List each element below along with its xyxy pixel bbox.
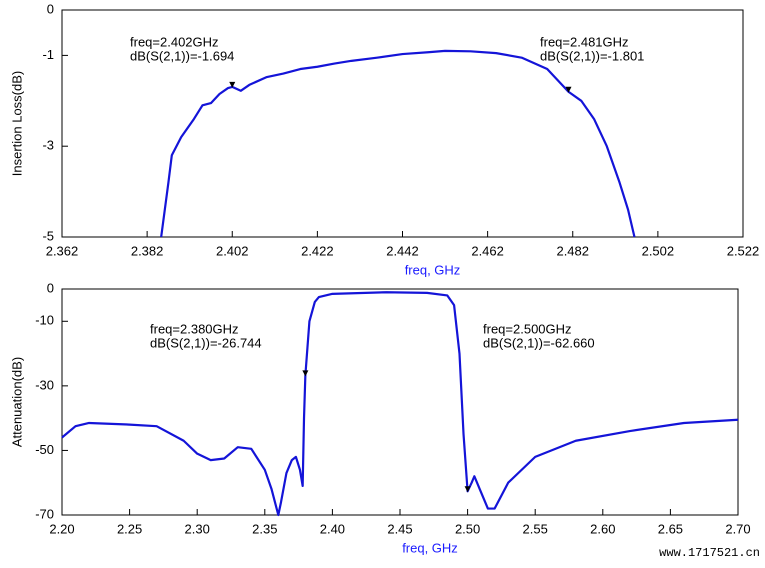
marker [464,486,471,493]
x-tick-label: 2.402 [216,243,249,258]
x-tick-label: 2.70 [725,521,750,536]
y-tick-label: -10 [35,313,54,328]
x-tick-label: 2.50 [455,521,480,536]
marker [229,81,236,88]
annotation-text: dB(S(2,1))=-1.801 [540,48,644,63]
y-tick-label: 0 [47,1,54,16]
x-tick-label: 2.482 [556,243,589,258]
y-tick-label: -1 [42,47,54,62]
y-axis-title: Insertion Loss(dB) [9,71,24,177]
x-tick-label: 2.382 [131,243,164,258]
annotation-text: freq=2.500GHz [483,321,572,336]
series-line [61,291,739,517]
y-tick-label: -50 [35,442,54,457]
y-tick-label: 0 [47,280,54,295]
annotation-text: freq=2.380GHz [150,321,239,336]
marker [565,86,572,93]
x-tick-label: 2.422 [301,243,334,258]
x-tick-label: 2.362 [46,243,79,258]
annotation-text: dB(S(2,1))=-26.744 [150,335,262,350]
x-tick-label: 2.20 [49,521,74,536]
series-line [160,49,636,238]
watermark: www.1717521.cn [659,546,760,560]
x-axis-title: freq, GHz [405,262,461,277]
annotation-text: dB(S(2,1))=-62.660 [483,335,595,350]
x-tick-label: 2.35 [252,521,277,536]
x-tick-label: 2.502 [642,243,675,258]
x-tick-label: 2.25 [117,521,142,536]
x-tick-label: 2.45 [387,521,412,536]
y-axis-title: Attenuation(dB) [9,357,24,447]
x-tick-label: 2.40 [320,521,345,536]
annotation-text: dB(S(2,1))=-1.694 [130,48,234,63]
x-tick-label: 2.60 [590,521,615,536]
x-tick-label: 2.55 [523,521,548,536]
y-tick-label: -5 [42,228,54,243]
x-tick-label: 2.65 [658,521,683,536]
x-tick-label: 2.442 [386,243,419,258]
y-tick-label: -3 [42,138,54,153]
x-tick-label: 2.30 [185,521,210,536]
marker [302,370,309,377]
annotation-text: freq=2.402GHz [130,34,219,49]
x-tick-label: 2.462 [471,243,504,258]
y-tick-label: -70 [35,506,54,521]
x-tick-label: 2.522 [727,243,760,258]
x-axis-title: freq, GHz [402,540,458,555]
y-tick-label: -30 [35,377,54,392]
annotation-text: freq=2.481GHz [540,34,629,49]
